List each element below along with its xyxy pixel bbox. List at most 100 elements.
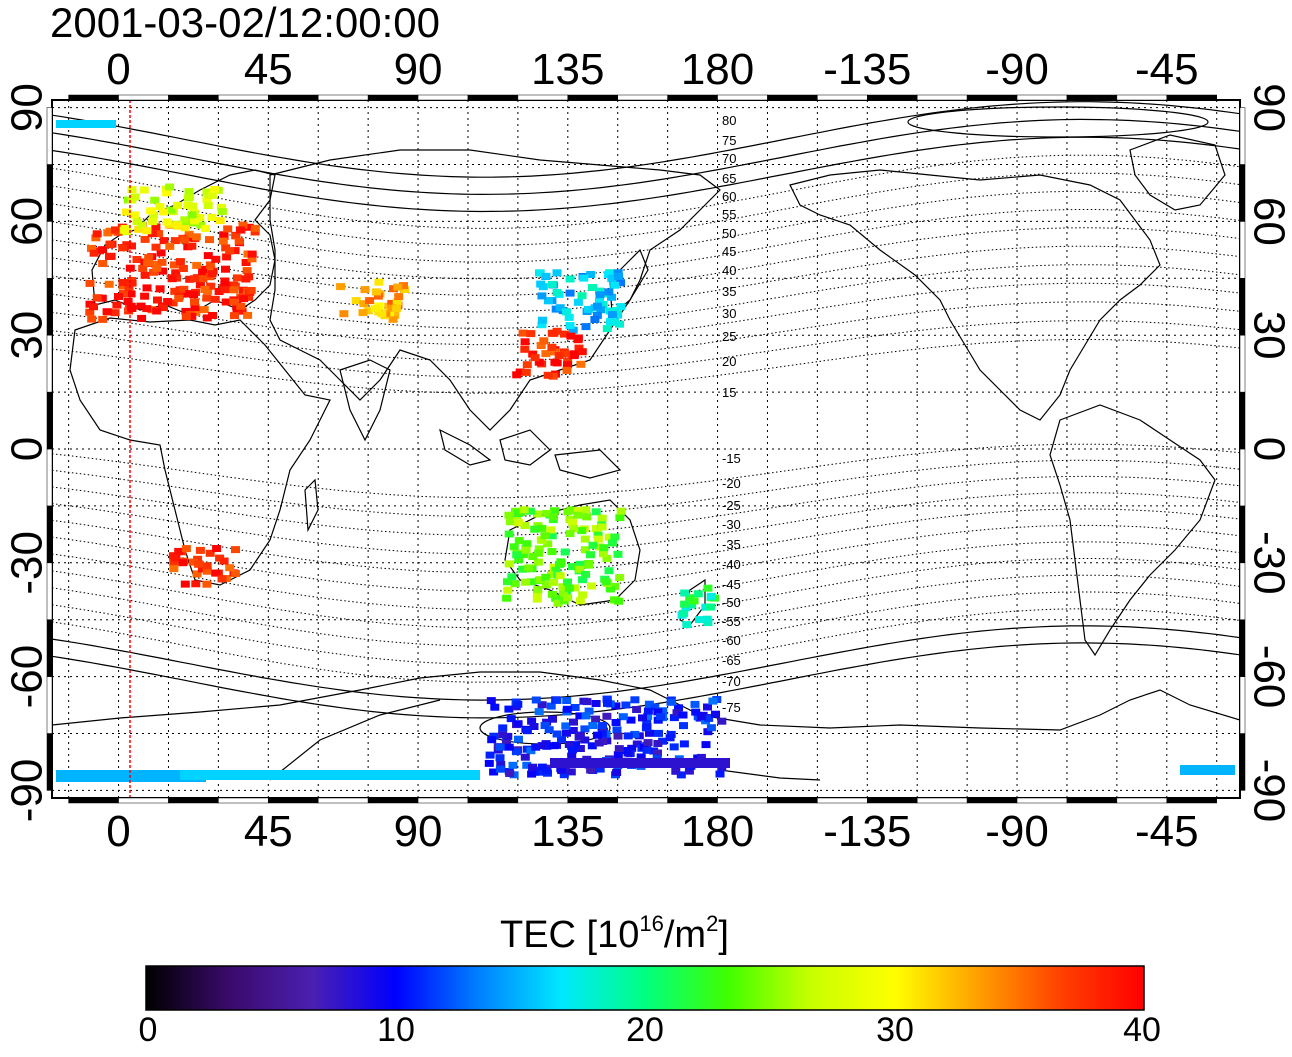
tec-cell <box>165 242 175 250</box>
bottom-axis-segment <box>268 797 319 804</box>
tec-cell <box>503 578 512 586</box>
tec-cell <box>614 597 624 605</box>
tec-cell <box>534 708 544 716</box>
right-axis-segment <box>1239 221 1246 279</box>
right-axis-segment <box>1239 107 1246 165</box>
tec-cell <box>715 770 725 778</box>
tec-cell <box>174 295 184 302</box>
tec-cell <box>151 243 161 251</box>
tec-cell <box>551 594 561 602</box>
bottom-axis-segment <box>567 797 618 804</box>
tec-cell <box>390 311 400 319</box>
tec-cell <box>370 305 380 313</box>
tec-cell <box>684 767 694 775</box>
tec-cell <box>706 592 716 600</box>
tec-cell <box>200 224 210 232</box>
tec-cell <box>666 698 676 706</box>
top-lon-tick-label: 45 <box>244 45 293 94</box>
tec-cell <box>555 572 565 580</box>
right-axis-segment <box>1239 733 1246 791</box>
tec-cell <box>580 725 590 733</box>
tec-cell <box>568 518 577 526</box>
magnetic-contour-line <box>52 264 1240 329</box>
tec-cell <box>570 704 580 711</box>
tec-cell <box>132 256 142 263</box>
tec-cell <box>538 316 547 324</box>
tec-cell <box>669 743 679 751</box>
contour-label: -65 <box>722 653 741 668</box>
tec-cell <box>581 506 591 514</box>
bottom-axis-segment <box>916 797 968 804</box>
tec-cell <box>537 701 547 709</box>
tec-cell <box>567 752 577 760</box>
tec-cell <box>539 337 549 345</box>
right-axis-segment <box>1239 164 1246 222</box>
tec-cell <box>521 578 531 586</box>
tec-cell <box>604 567 614 575</box>
tec-cell <box>621 701 631 709</box>
tec-cell <box>586 271 596 278</box>
tec-cell <box>587 742 597 750</box>
tec-cell <box>562 697 572 704</box>
tec-cell <box>552 730 562 738</box>
tec-cell <box>522 727 532 735</box>
tec-cell <box>118 279 128 286</box>
tec-cell <box>568 727 578 734</box>
north-pole-contour <box>907 106 1209 138</box>
tec-cell <box>192 261 202 269</box>
tec-cell <box>561 722 571 730</box>
tec-cell <box>190 304 200 312</box>
tec-cell <box>220 286 230 294</box>
bottom-axis-segment <box>1166 797 1217 804</box>
tec-cell <box>200 286 210 293</box>
magnetic-contour-line <box>52 190 1240 263</box>
colorbar-title-unit: /m <box>663 914 707 956</box>
contour-label: 15 <box>722 385 736 400</box>
bottom-axis-segment <box>966 797 1018 804</box>
tec-cell <box>612 769 622 776</box>
tec-cell <box>575 731 585 739</box>
tec-cell <box>504 560 514 568</box>
top-axis-segment <box>168 94 219 101</box>
tec-cell <box>552 288 562 296</box>
tec-cell <box>206 282 216 290</box>
tec-cell <box>604 533 614 541</box>
tec-cell <box>520 338 530 346</box>
top-axis-segment <box>567 94 618 101</box>
tec-cell <box>91 234 101 242</box>
tec-cell <box>573 334 583 342</box>
tec-cell <box>565 275 575 283</box>
tec-cell <box>593 302 602 310</box>
tec-cell <box>527 578 537 586</box>
tec-cell <box>195 546 205 554</box>
contour-label: 55 <box>722 207 736 222</box>
tec-cell <box>144 254 154 262</box>
tec-cell <box>687 601 697 609</box>
tec-cell <box>168 552 178 560</box>
tec-cell <box>197 565 207 573</box>
magnetic-contour-line <box>52 492 1240 555</box>
tec-cell <box>98 315 108 323</box>
tec-cell <box>158 267 168 275</box>
tec-cell <box>504 705 514 713</box>
contour-label: 65 <box>722 171 736 186</box>
contour-label: 20 <box>722 354 736 369</box>
tec-cell <box>562 366 572 374</box>
colorbar-title: TEC [1016/m2] <box>500 902 729 957</box>
tec-cell <box>540 722 550 729</box>
tec-cell <box>613 269 623 277</box>
tec-cell <box>230 570 240 578</box>
magnetic-contour-line <box>52 558 1240 629</box>
right-lat-tick-label: -60 <box>1244 645 1292 709</box>
tec-cell <box>541 272 551 280</box>
contour-label: -75 <box>722 700 741 715</box>
tec-cell <box>542 767 552 775</box>
colorbar <box>145 965 1145 1011</box>
tec-cell <box>535 768 545 776</box>
tec-cell <box>118 244 128 252</box>
bottom-axis-segment <box>667 797 718 804</box>
tec-cell <box>187 312 197 320</box>
tec-cell <box>521 546 531 554</box>
tec-cell <box>142 305 152 313</box>
tec-cell <box>180 216 190 224</box>
